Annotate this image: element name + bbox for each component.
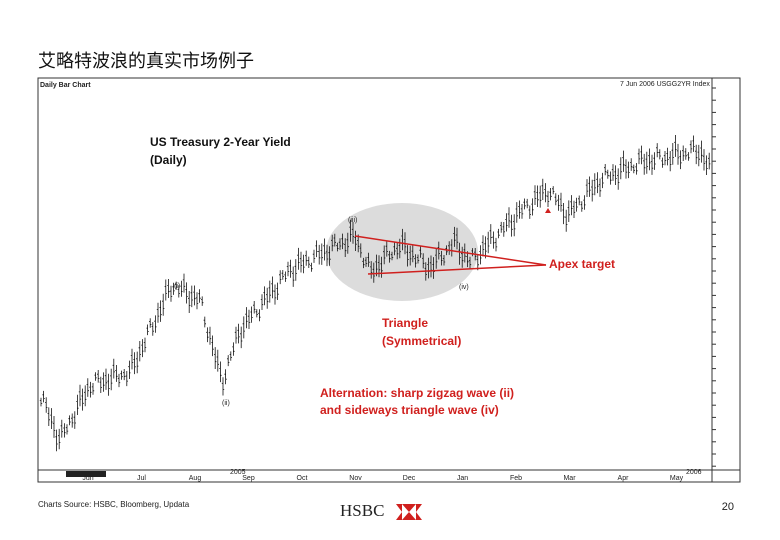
triangle-label: Triangle (382, 316, 428, 330)
month-label: Jan (457, 475, 468, 482)
month-label: Feb (510, 475, 522, 482)
chart-image: Daily Bar Chart 7 Jun 2006 USGG2YR Index… (37, 77, 741, 483)
alternation-label: Alternation: sharp zigzag wave (ii) (320, 386, 514, 400)
chart-name: Daily Bar Chart (40, 82, 91, 89)
slide-title: 艾略特波浪的真实市场例子 (38, 51, 254, 71)
triangle-upper-line (354, 235, 547, 266)
date-marker (66, 471, 106, 477)
year-label: 2006 (686, 469, 702, 476)
month-label: Mar (563, 475, 576, 482)
month-label: Jul (137, 475, 146, 482)
source-note: Charts Source: HSBC, Bloomberg, Updata (38, 500, 190, 509)
logo: HSBC (340, 501, 422, 520)
price-bar-path (39, 135, 711, 452)
logo-mark (402, 504, 416, 520)
month-label: Sep (242, 475, 255, 482)
chart-header: 7 Jun 2006 USGG2YR Index (620, 81, 710, 88)
wave-label: (i) (174, 283, 180, 290)
chart-title: US Treasury 2-Year Yield (150, 135, 291, 149)
month-label: Nov (349, 475, 362, 482)
month-labels: Jun Jul Aug Sep Oct Nov Dec Jan Feb Mar Apr May (82, 475, 683, 482)
chart-subtitle: (Daily) (150, 153, 187, 167)
month-label: Dec (403, 475, 416, 482)
triangle-highlight (326, 203, 478, 301)
price-bars (39, 135, 711, 452)
month-label: Jun (82, 475, 93, 482)
wave-label: (iii) (348, 217, 357, 224)
month-label: May (670, 475, 684, 482)
triangle-label: (Symmetrical) (382, 334, 461, 348)
apex-label: Apex target (549, 257, 615, 271)
page-number: 20 (722, 501, 734, 513)
month-label: Aug (189, 475, 202, 482)
alternation-label: and sideways triangle wave (iv) (320, 403, 499, 417)
triangle-lower-line (367, 264, 547, 275)
logo-text: HSBC (340, 501, 384, 520)
month-label: Oct (297, 475, 308, 482)
year-label: 2005 (230, 469, 246, 476)
month-label: Apr (618, 475, 630, 482)
wave-label: (ii) (222, 400, 230, 407)
wave-label: (iv) (459, 284, 469, 291)
apex-marker (545, 208, 551, 213)
